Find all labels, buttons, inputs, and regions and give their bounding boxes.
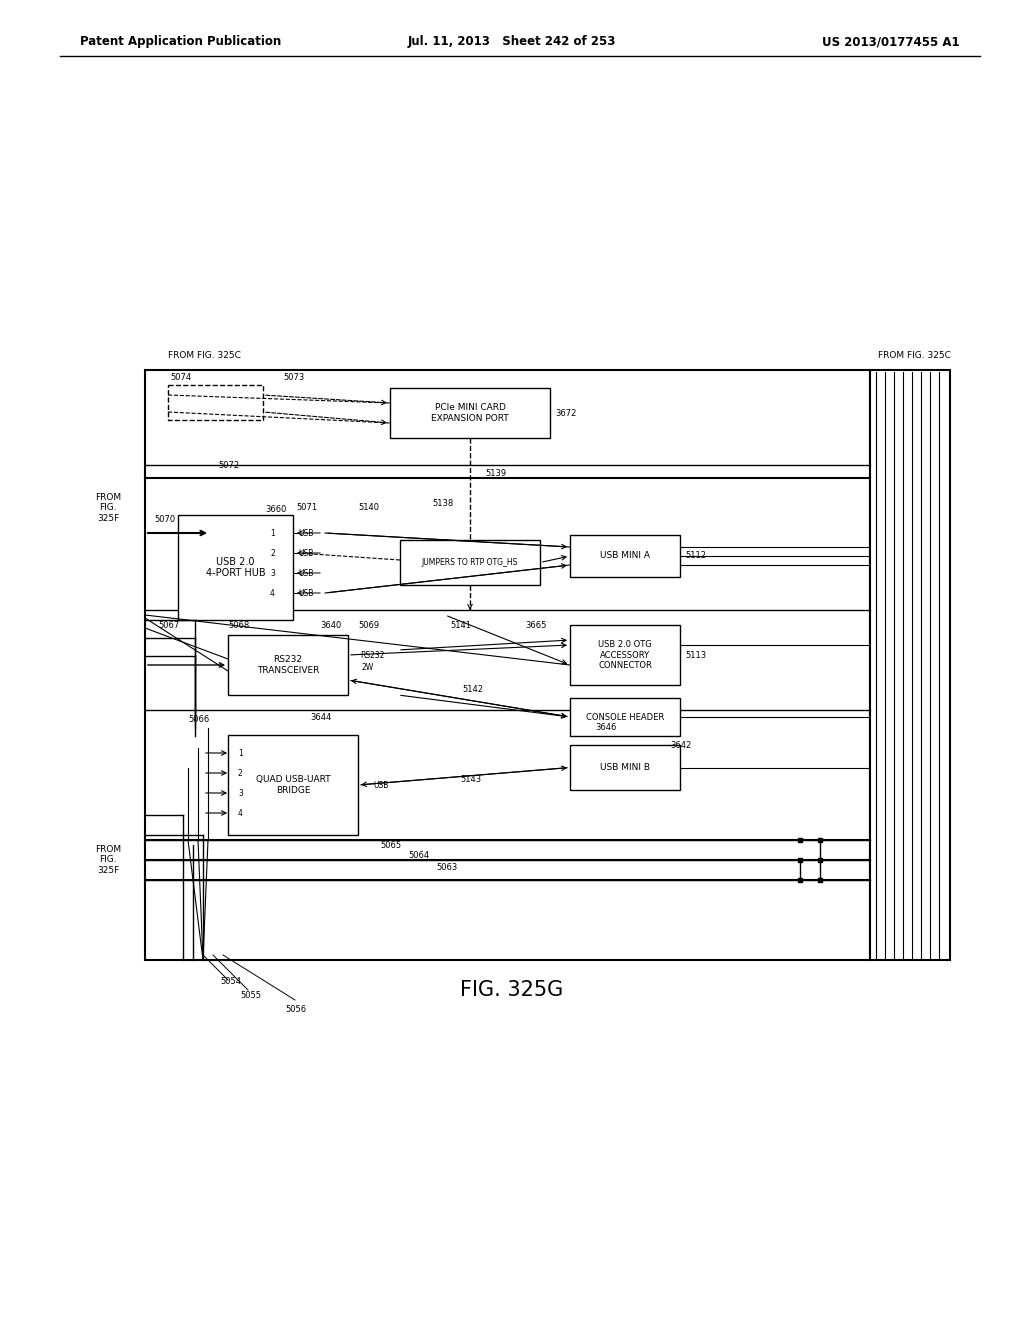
Text: 3: 3 bbox=[238, 788, 243, 797]
Text: JUMPERS TO RTP OTG_HS: JUMPERS TO RTP OTG_HS bbox=[422, 558, 518, 568]
Bar bbox=[570, 698, 680, 737]
Text: 5072: 5072 bbox=[218, 462, 240, 470]
Text: USB 2.0
4-PORT HUB: USB 2.0 4-PORT HUB bbox=[206, 557, 265, 578]
Text: 1: 1 bbox=[238, 748, 243, 758]
Text: 5141: 5141 bbox=[450, 620, 471, 630]
Text: Jul. 11, 2013   Sheet 242 of 253: Jul. 11, 2013 Sheet 242 of 253 bbox=[408, 36, 616, 49]
Text: 5065: 5065 bbox=[380, 841, 401, 850]
Text: 5069: 5069 bbox=[358, 620, 379, 630]
Text: FROM
FIG.
325F: FROM FIG. 325F bbox=[95, 845, 121, 875]
Text: USB MINI B: USB MINI B bbox=[600, 763, 650, 772]
Bar bbox=[400, 540, 540, 585]
Text: 5113: 5113 bbox=[685, 651, 707, 660]
Text: US 2013/0177455 A1: US 2013/0177455 A1 bbox=[822, 36, 961, 49]
Text: 5140: 5140 bbox=[358, 503, 379, 511]
Bar bbox=[168, 385, 263, 420]
Text: Patent Application Publication: Patent Application Publication bbox=[80, 36, 282, 49]
Text: 4: 4 bbox=[270, 589, 275, 598]
Text: 5143: 5143 bbox=[460, 776, 481, 784]
Text: RS232
TRANSCEIVER: RS232 TRANSCEIVER bbox=[257, 655, 319, 675]
Text: QUAD USB-UART
BRIDGE: QUAD USB-UART BRIDGE bbox=[256, 775, 331, 795]
Text: 5056: 5056 bbox=[285, 1006, 306, 1015]
Text: 3: 3 bbox=[270, 569, 275, 578]
Text: 5064: 5064 bbox=[408, 850, 429, 859]
Bar bbox=[570, 624, 680, 685]
Text: 3660: 3660 bbox=[265, 506, 287, 515]
Text: FROM FIG. 325C: FROM FIG. 325C bbox=[168, 351, 241, 359]
Bar bbox=[228, 635, 348, 696]
Text: 2: 2 bbox=[270, 549, 275, 557]
Text: 5063: 5063 bbox=[436, 863, 458, 873]
Text: USB: USB bbox=[298, 549, 313, 557]
Bar bbox=[228, 735, 358, 836]
Text: 2W: 2W bbox=[362, 663, 374, 672]
Text: RS232: RS232 bbox=[360, 651, 384, 660]
Bar bbox=[178, 515, 293, 620]
Text: 5067: 5067 bbox=[158, 620, 179, 630]
Text: USB: USB bbox=[373, 780, 388, 789]
Text: 5074: 5074 bbox=[170, 374, 191, 383]
Text: 4: 4 bbox=[238, 808, 243, 817]
Text: USB: USB bbox=[298, 589, 313, 598]
Text: FROM FIG. 325C: FROM FIG. 325C bbox=[878, 351, 951, 359]
Text: FIG. 325G: FIG. 325G bbox=[461, 979, 563, 1001]
Text: USB 2.0 OTG
ACCESSORY
CONNECTOR: USB 2.0 OTG ACCESSORY CONNECTOR bbox=[598, 640, 652, 671]
Text: CONSOLE HEADER: CONSOLE HEADER bbox=[586, 713, 665, 722]
Text: 2: 2 bbox=[238, 768, 243, 777]
Text: 3646: 3646 bbox=[595, 722, 616, 731]
Text: 3665: 3665 bbox=[525, 620, 547, 630]
Text: 5054: 5054 bbox=[220, 978, 241, 986]
Text: 5073: 5073 bbox=[283, 374, 304, 383]
Text: 5070: 5070 bbox=[154, 516, 175, 524]
Text: 5055: 5055 bbox=[240, 990, 261, 999]
Bar bbox=[870, 370, 950, 960]
Text: 3640: 3640 bbox=[319, 620, 341, 630]
Text: 1: 1 bbox=[270, 528, 275, 537]
Text: 5139: 5139 bbox=[485, 469, 506, 478]
Bar bbox=[570, 535, 680, 577]
Text: 3644: 3644 bbox=[310, 714, 331, 722]
Text: 5112: 5112 bbox=[685, 552, 706, 561]
Text: PCIe MINI CARD
EXPANSION PORT: PCIe MINI CARD EXPANSION PORT bbox=[431, 404, 509, 422]
Text: 5068: 5068 bbox=[228, 620, 249, 630]
Text: USB: USB bbox=[298, 569, 313, 578]
Text: USB: USB bbox=[298, 528, 313, 537]
Text: USB MINI A: USB MINI A bbox=[600, 552, 650, 561]
Text: 5142: 5142 bbox=[462, 685, 483, 694]
Text: 5066: 5066 bbox=[188, 715, 209, 725]
Text: 3672: 3672 bbox=[555, 408, 577, 417]
Text: 5071: 5071 bbox=[296, 503, 317, 511]
Bar bbox=[570, 744, 680, 789]
Bar bbox=[390, 388, 550, 438]
Text: 5138: 5138 bbox=[432, 499, 454, 507]
Bar bbox=[145, 370, 870, 960]
Text: 3642: 3642 bbox=[670, 742, 691, 751]
Text: FROM
FIG.
325F: FROM FIG. 325F bbox=[95, 494, 121, 523]
